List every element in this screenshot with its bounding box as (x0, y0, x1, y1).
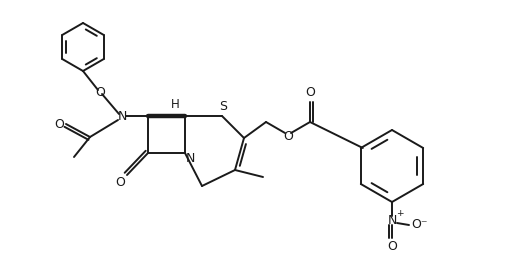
Text: O: O (115, 176, 125, 189)
Text: N: N (186, 153, 195, 165)
Text: O: O (305, 87, 315, 99)
Text: S: S (219, 101, 227, 113)
Text: N: N (117, 110, 126, 122)
Text: O⁻: O⁻ (411, 218, 427, 232)
Text: O: O (387, 239, 397, 253)
Text: +: + (396, 209, 404, 218)
Text: O: O (54, 118, 64, 130)
Text: O: O (95, 85, 105, 98)
Text: O: O (283, 130, 293, 142)
Text: H: H (171, 98, 179, 112)
Text: N: N (388, 213, 397, 227)
